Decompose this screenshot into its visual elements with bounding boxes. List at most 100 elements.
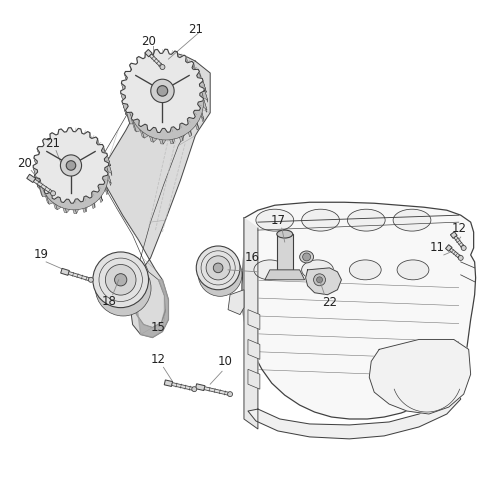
Polygon shape (33, 168, 40, 180)
Polygon shape (171, 51, 178, 66)
Circle shape (316, 277, 323, 283)
Polygon shape (165, 49, 171, 61)
Polygon shape (198, 69, 203, 83)
Polygon shape (454, 236, 465, 249)
Polygon shape (130, 63, 135, 77)
Polygon shape (102, 152, 110, 164)
Polygon shape (204, 387, 230, 396)
Polygon shape (73, 199, 79, 214)
Polygon shape (105, 161, 112, 173)
Polygon shape (200, 95, 207, 110)
Polygon shape (59, 129, 64, 140)
Polygon shape (27, 174, 36, 183)
Circle shape (60, 155, 82, 176)
Text: 17: 17 (270, 214, 285, 227)
Ellipse shape (300, 251, 313, 263)
Polygon shape (98, 191, 103, 203)
Circle shape (160, 64, 165, 70)
Circle shape (66, 161, 76, 170)
Polygon shape (54, 197, 61, 210)
Polygon shape (445, 245, 452, 251)
Polygon shape (96, 137, 101, 149)
Polygon shape (107, 153, 110, 166)
Polygon shape (102, 144, 107, 157)
Polygon shape (154, 50, 158, 66)
Polygon shape (50, 133, 55, 144)
Ellipse shape (349, 260, 381, 280)
Text: 20: 20 (17, 157, 32, 170)
Polygon shape (175, 51, 180, 63)
Polygon shape (248, 369, 260, 389)
Polygon shape (193, 69, 202, 81)
Circle shape (313, 274, 325, 286)
Polygon shape (228, 290, 244, 315)
Polygon shape (67, 128, 72, 142)
Polygon shape (43, 140, 47, 155)
Polygon shape (52, 198, 58, 210)
Polygon shape (120, 91, 124, 105)
Polygon shape (198, 104, 204, 119)
Circle shape (192, 387, 197, 392)
Circle shape (93, 252, 148, 308)
Polygon shape (68, 272, 91, 281)
Circle shape (40, 142, 108, 210)
Polygon shape (139, 125, 144, 138)
Polygon shape (33, 165, 36, 178)
Polygon shape (58, 130, 62, 144)
Polygon shape (168, 132, 173, 144)
Polygon shape (81, 201, 86, 212)
Polygon shape (306, 268, 341, 295)
Polygon shape (187, 61, 195, 74)
Polygon shape (108, 173, 111, 186)
Polygon shape (265, 270, 305, 280)
Ellipse shape (301, 260, 334, 280)
Polygon shape (122, 101, 126, 115)
Polygon shape (102, 178, 108, 192)
Polygon shape (122, 103, 131, 116)
Polygon shape (180, 124, 183, 140)
Text: 11: 11 (429, 242, 444, 254)
Circle shape (125, 54, 200, 129)
Polygon shape (186, 124, 192, 137)
Polygon shape (34, 179, 54, 194)
Polygon shape (64, 199, 70, 213)
Circle shape (213, 263, 223, 273)
Circle shape (198, 252, 242, 296)
Polygon shape (195, 384, 205, 390)
Polygon shape (145, 52, 151, 64)
Polygon shape (125, 110, 130, 124)
Circle shape (50, 191, 56, 196)
Circle shape (115, 273, 127, 286)
Polygon shape (145, 53, 149, 69)
Text: 16: 16 (244, 251, 259, 265)
Polygon shape (37, 149, 43, 163)
Polygon shape (150, 127, 157, 142)
Circle shape (461, 246, 466, 250)
Polygon shape (193, 112, 199, 128)
Polygon shape (137, 56, 142, 70)
Polygon shape (180, 55, 188, 69)
Polygon shape (83, 197, 87, 212)
Polygon shape (98, 144, 106, 155)
Polygon shape (121, 83, 129, 98)
Ellipse shape (348, 209, 385, 231)
Polygon shape (131, 119, 136, 132)
Polygon shape (92, 137, 99, 149)
Polygon shape (124, 74, 131, 89)
Polygon shape (177, 129, 183, 141)
Polygon shape (145, 50, 152, 57)
Text: 20: 20 (141, 35, 156, 48)
Polygon shape (121, 93, 129, 107)
Polygon shape (164, 380, 173, 386)
Polygon shape (199, 108, 204, 122)
Polygon shape (204, 88, 208, 103)
Polygon shape (33, 128, 109, 203)
Polygon shape (46, 53, 210, 337)
Polygon shape (141, 124, 148, 138)
Polygon shape (137, 58, 141, 74)
Polygon shape (35, 178, 43, 189)
Polygon shape (34, 158, 40, 171)
Polygon shape (61, 202, 67, 213)
Polygon shape (108, 163, 112, 176)
Circle shape (128, 65, 204, 140)
